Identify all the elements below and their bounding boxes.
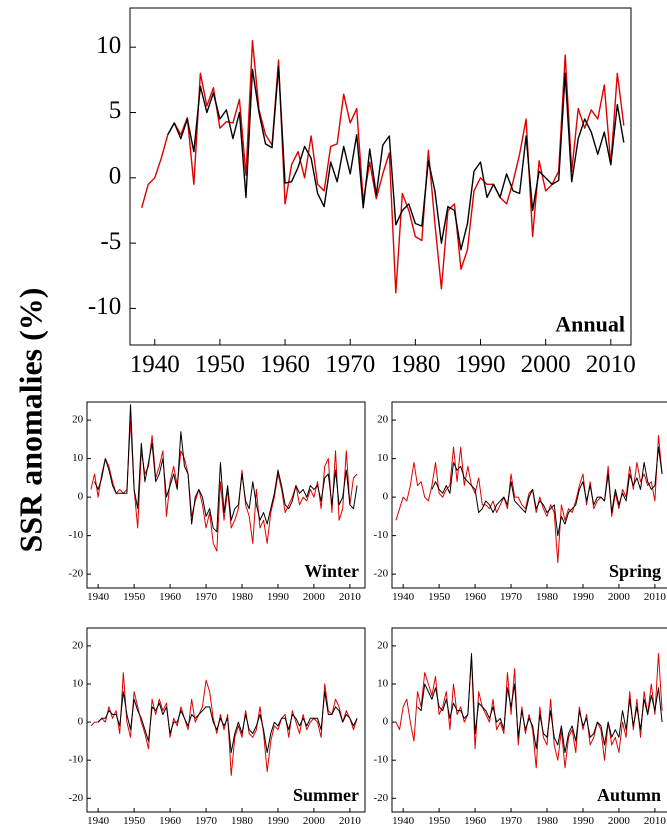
- y-tick-label: -5: [100, 228, 121, 255]
- y-tick-label: 5: [109, 97, 122, 124]
- x-tick-label: 1950: [123, 815, 146, 827]
- x-tick-label: 1990: [267, 815, 290, 827]
- y-tick-label: -20: [373, 568, 388, 580]
- x-tick-label: 1990: [456, 351, 506, 378]
- x-tick-label: 1940: [392, 815, 415, 827]
- series-line: [141, 39, 625, 294]
- x-tick-label: 2010: [339, 591, 362, 603]
- y-tick-label: 0: [383, 491, 389, 503]
- x-tick-label: 1970: [325, 351, 375, 378]
- x-tick-label: 2000: [608, 591, 631, 603]
- y-axis-label: SSR anomalies (%): [12, 288, 48, 553]
- x-tick-label: 1960: [464, 591, 487, 603]
- y-tick-label: -10: [68, 529, 83, 541]
- series-line: [90, 419, 358, 552]
- panel-label: Spring: [609, 561, 661, 581]
- x-tick-label: 1990: [572, 591, 595, 603]
- x-tick-label: 1950: [123, 591, 146, 603]
- x-tick-label: 2000: [303, 591, 326, 603]
- x-tick-label: 2010: [339, 815, 362, 827]
- x-tick-label: 2000: [608, 815, 631, 827]
- x-tick-label: 1950: [195, 351, 245, 378]
- x-tick-label: 1990: [267, 591, 290, 603]
- x-tick-label: 1940: [87, 591, 110, 603]
- plot-frame: [86, 627, 366, 813]
- series-line: [167, 66, 625, 251]
- x-tick-label: 2000: [303, 815, 326, 827]
- y-tick-label: 0: [109, 163, 122, 190]
- y-tick-label: 20: [72, 414, 84, 426]
- plot-frame: [86, 401, 366, 589]
- x-tick-label: 2010: [586, 351, 636, 378]
- y-tick-label: 10: [72, 678, 84, 690]
- x-tick-label: 1960: [260, 351, 310, 378]
- x-tick-label: 1990: [572, 815, 595, 827]
- series-line: [417, 653, 663, 754]
- y-tick-label: -10: [373, 754, 388, 766]
- panel-label: Winter: [304, 561, 359, 581]
- plot-frame: [391, 401, 667, 589]
- y-tick-label: 20: [377, 639, 389, 651]
- x-tick-label: 1960: [159, 815, 182, 827]
- series-line: [97, 691, 358, 754]
- y-tick-label: 10: [377, 452, 389, 464]
- series-line: [395, 653, 663, 769]
- series-line: [94, 404, 358, 533]
- y-tick-label: -20: [373, 792, 388, 804]
- y-tick-label: 0: [383, 716, 389, 728]
- series-line: [90, 672, 358, 776]
- y-tick-label: 20: [377, 414, 389, 426]
- x-tick-label: 1970: [195, 815, 218, 827]
- x-tick-label: 1980: [231, 591, 254, 603]
- series-line: [395, 435, 663, 564]
- x-tick-label: 1970: [500, 591, 523, 603]
- y-tick-label: 20: [72, 639, 84, 651]
- x-tick-label: 2010: [644, 591, 667, 603]
- y-tick-label: -10: [88, 293, 121, 320]
- x-tick-label: 1980: [231, 815, 254, 827]
- y-tick-label: 0: [78, 491, 84, 503]
- panel-label: Summer: [293, 785, 359, 805]
- plot-frame: [129, 7, 632, 346]
- x-tick-label: 1960: [159, 591, 182, 603]
- x-tick-label: 2010: [644, 815, 667, 827]
- x-tick-label: 1950: [428, 815, 451, 827]
- y-tick-label: 0: [78, 716, 84, 728]
- y-tick-label: -10: [373, 529, 388, 541]
- y-tick-label: 10: [96, 32, 121, 59]
- series-line: [431, 446, 663, 537]
- x-tick-label: 1970: [500, 815, 523, 827]
- x-tick-label: 1980: [536, 591, 559, 603]
- x-tick-label: 1980: [536, 815, 559, 827]
- y-tick-label: -20: [68, 792, 83, 804]
- y-tick-label: 10: [377, 678, 389, 690]
- plot-frame: [391, 627, 667, 813]
- y-tick-label: -20: [68, 568, 83, 580]
- x-tick-label: 1960: [464, 815, 487, 827]
- x-tick-label: 1940: [130, 351, 180, 378]
- panel-label: Autumn: [597, 785, 661, 805]
- x-tick-label: 1940: [87, 815, 110, 827]
- x-tick-label: 2000: [521, 351, 571, 378]
- y-tick-label: -10: [68, 754, 83, 766]
- x-tick-label: 1980: [390, 351, 440, 378]
- panel-label: Annual: [555, 311, 625, 336]
- x-tick-label: 1940: [392, 591, 415, 603]
- y-tick-label: 10: [72, 452, 84, 464]
- x-tick-label: 1970: [195, 591, 218, 603]
- x-tick-label: 1950: [428, 591, 451, 603]
